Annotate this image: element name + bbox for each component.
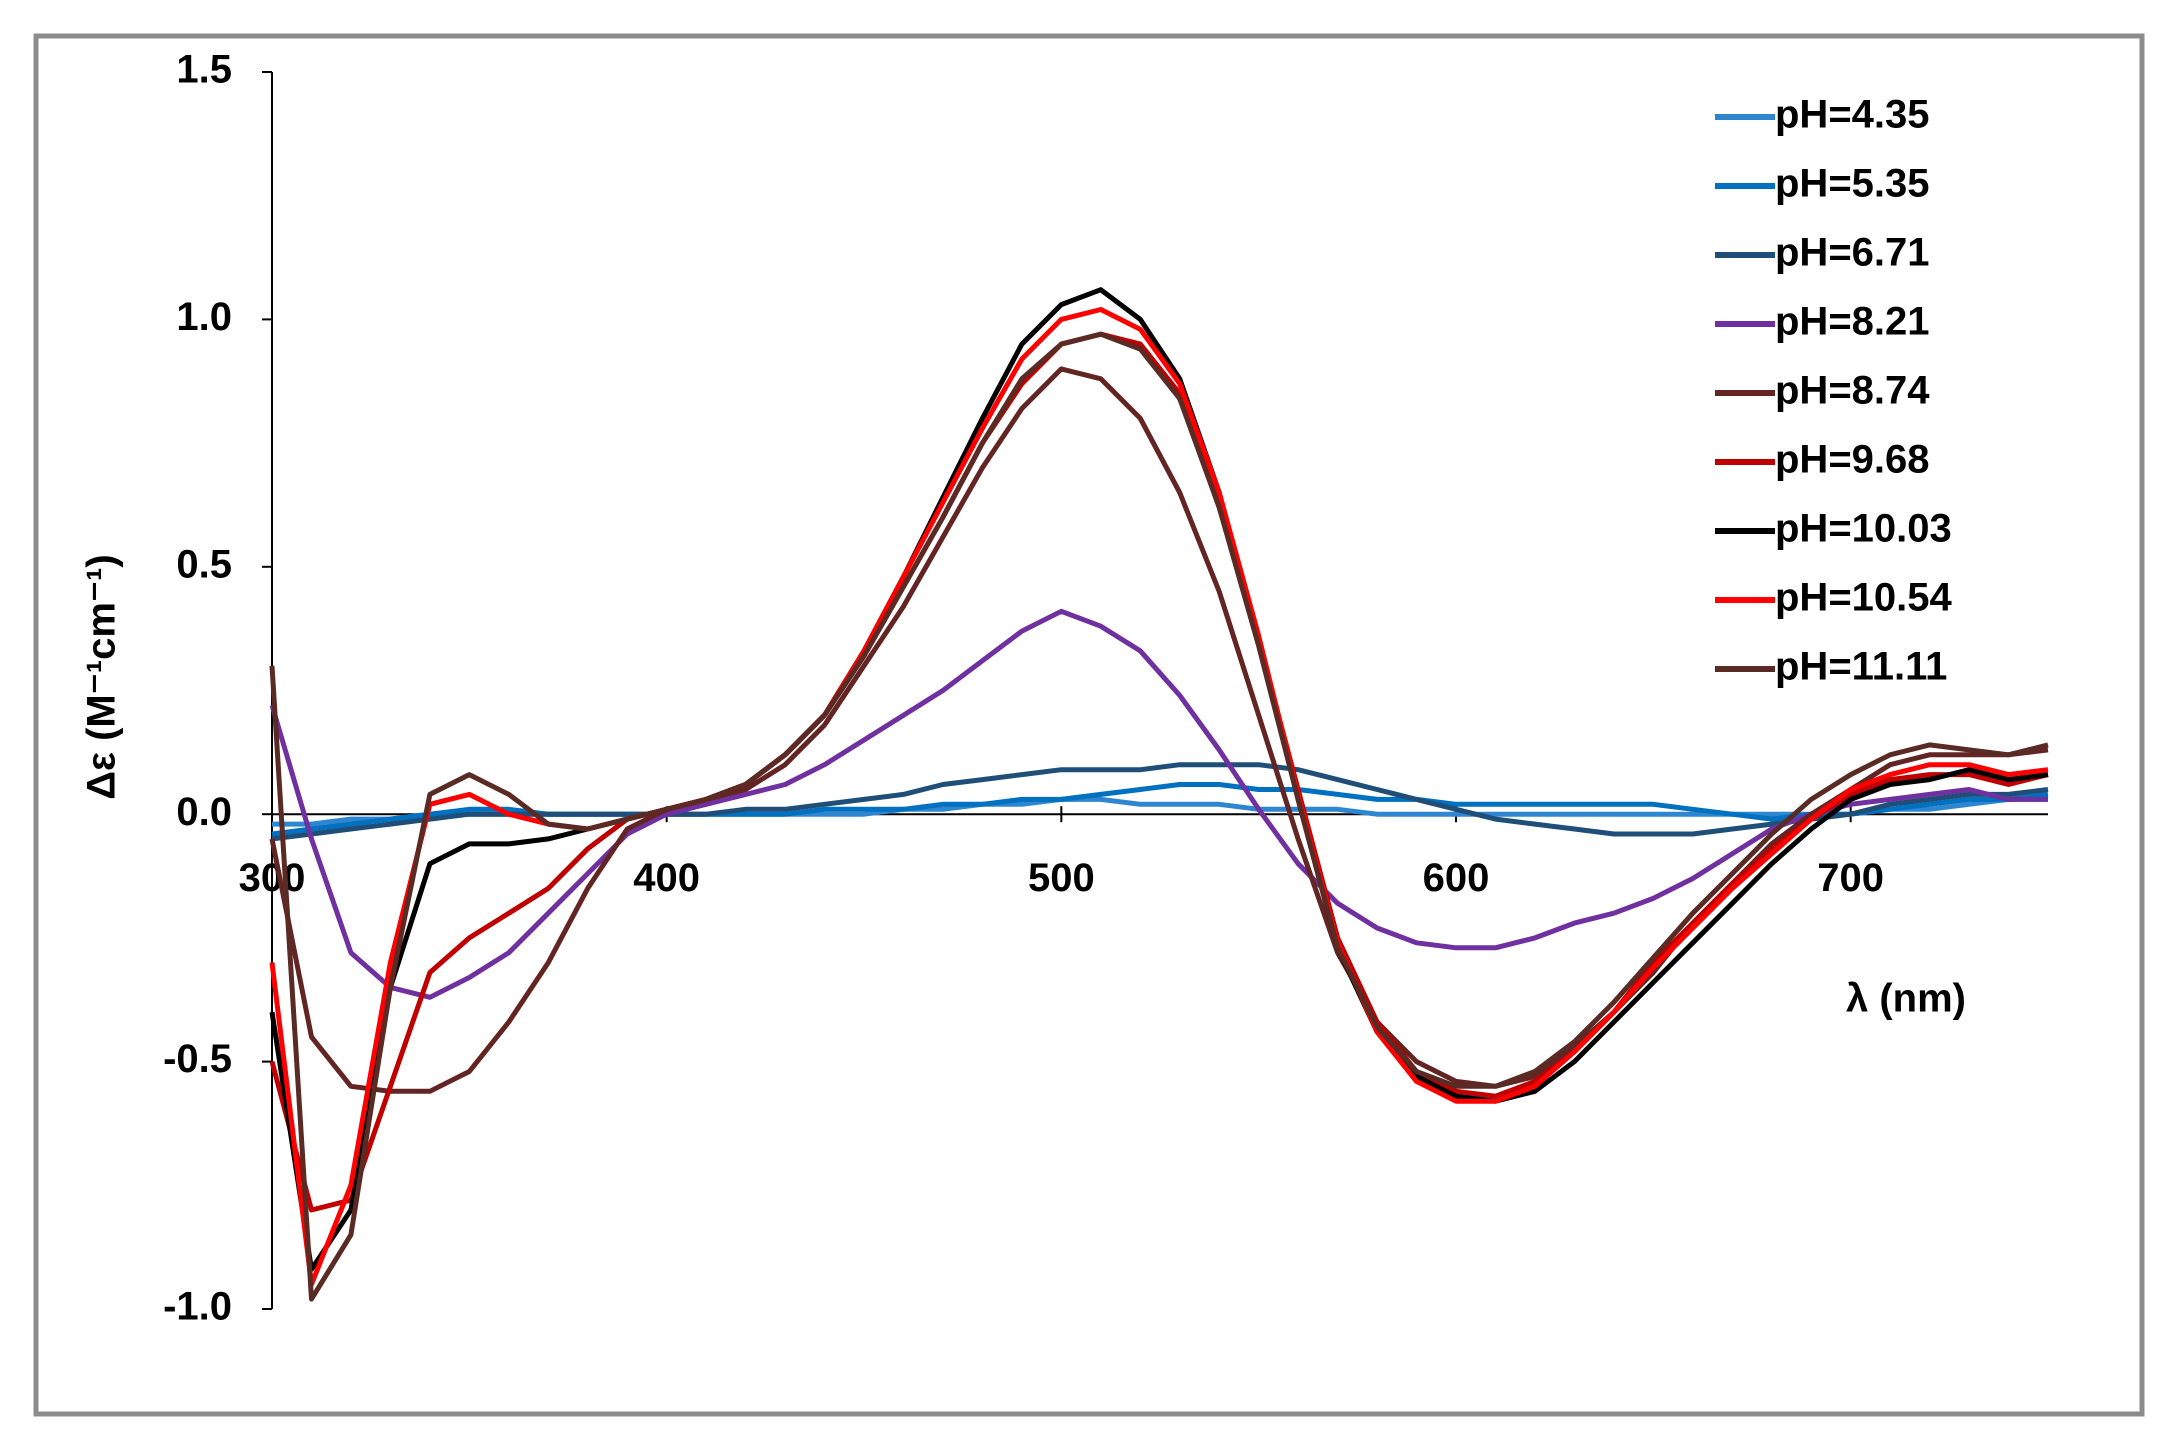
legend-label: pH=10.03 <box>1775 507 1952 551</box>
y-tick-label: 1.5 <box>176 48 232 92</box>
series-line <box>271 762 2049 842</box>
legend-label: pH=9.68 <box>1775 438 1930 482</box>
legend-label: pH=6.71 <box>1775 231 1930 275</box>
legend-label: pH=8.21 <box>1775 300 1930 344</box>
y-axis-title: Δε (M⁻¹cm⁻¹) <box>80 554 124 800</box>
y-tick-label: 1.0 <box>176 295 232 339</box>
y-tick-label: -0.5 <box>163 1037 232 1081</box>
x-tick-label: 400 <box>633 856 700 900</box>
series-line <box>269 287 2049 1272</box>
legend-label: pH=4.35 <box>1775 93 1930 137</box>
series-line <box>269 331 2049 1302</box>
x-tick-label: 700 <box>1817 856 1884 900</box>
y-tick-label: 0.5 <box>176 542 232 586</box>
x-axis-title: λ (nm) <box>1846 977 1966 1021</box>
series-line <box>269 608 2048 1000</box>
x-tick-label: 600 <box>1423 856 1490 900</box>
y-tick-label: 0.0 <box>176 790 232 834</box>
legend-label: pH=11.11 <box>1775 645 1947 689</box>
series-line <box>269 331 2049 1213</box>
x-tick-label: 300 <box>239 856 306 900</box>
legend-label: pH=5.35 <box>1775 162 1930 206</box>
x-tick-label: 500 <box>1028 856 1095 900</box>
legend-label: pH=10.54 <box>1775 576 1953 620</box>
chart-border <box>33 33 2145 1417</box>
y-tick-label: -1.0 <box>163 1285 232 1329</box>
legend-label: pH=8.74 <box>1775 369 1930 413</box>
